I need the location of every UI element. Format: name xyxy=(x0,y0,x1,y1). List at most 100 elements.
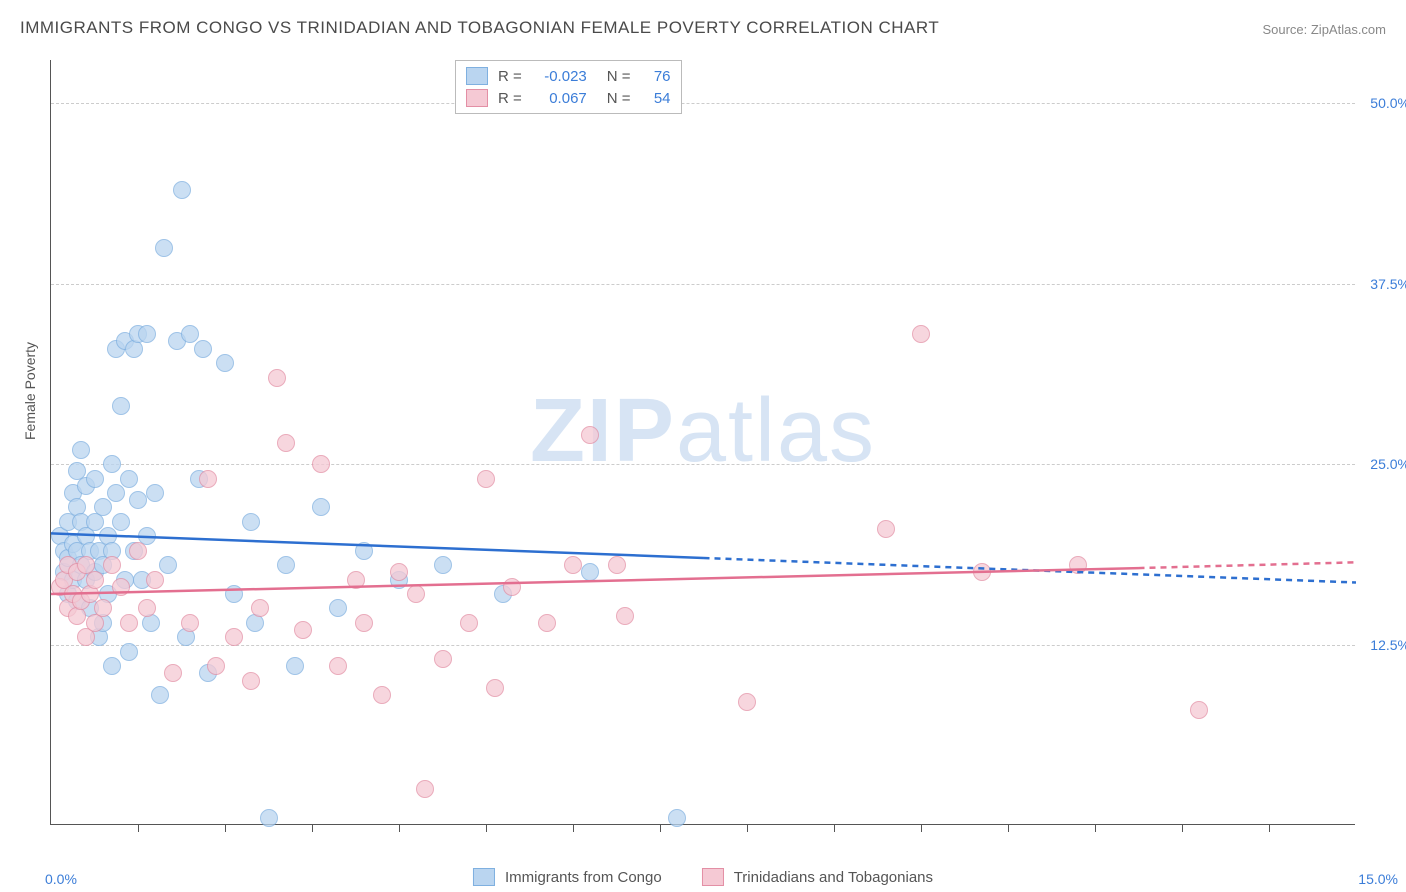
legend-item-trinidad: Trinidadians and Tobagonians xyxy=(702,868,933,886)
trendline-congo xyxy=(51,533,704,558)
data-point-congo xyxy=(390,571,408,589)
data-point-trinidad xyxy=(608,556,626,574)
legend-swatch xyxy=(466,67,488,85)
data-point-trinidad xyxy=(68,563,86,581)
data-point-congo xyxy=(86,513,104,531)
legend-swatch xyxy=(473,868,495,886)
data-point-trinidad xyxy=(355,614,373,632)
data-point-congo xyxy=(355,542,373,560)
legend-stat-row-congo: R =-0.023N =76 xyxy=(466,65,671,87)
x-tick xyxy=(1008,824,1009,832)
x-tick xyxy=(1095,824,1096,832)
data-point-congo xyxy=(138,527,156,545)
data-point-congo xyxy=(116,332,134,350)
source-link[interactable]: ZipAtlas.com xyxy=(1311,22,1386,37)
data-point-trinidad xyxy=(146,571,164,589)
data-point-trinidad xyxy=(877,520,895,538)
x-tick xyxy=(573,824,574,832)
x-tick xyxy=(312,824,313,832)
data-point-congo xyxy=(59,513,77,531)
data-point-trinidad xyxy=(81,585,99,603)
data-point-congo xyxy=(59,585,77,603)
gridline xyxy=(51,464,1355,465)
gridline xyxy=(51,103,1355,104)
data-point-trinidad xyxy=(503,578,521,596)
data-point-congo xyxy=(260,809,278,827)
legend-label: Immigrants from Congo xyxy=(505,869,662,886)
x-tick xyxy=(660,824,661,832)
data-point-congo xyxy=(99,527,117,545)
data-point-trinidad xyxy=(1069,556,1087,574)
data-point-congo xyxy=(103,542,121,560)
x-tick xyxy=(486,824,487,832)
data-point-congo xyxy=(190,470,208,488)
data-point-congo xyxy=(286,657,304,675)
data-point-congo xyxy=(125,340,143,358)
data-point-congo xyxy=(51,527,69,545)
data-point-trinidad xyxy=(164,664,182,682)
data-point-trinidad xyxy=(564,556,582,574)
data-point-trinidad xyxy=(538,614,556,632)
data-point-trinidad xyxy=(242,672,260,690)
n-label: N = xyxy=(607,90,631,107)
data-point-congo xyxy=(77,571,95,589)
data-point-trinidad xyxy=(207,657,225,675)
data-point-congo xyxy=(668,809,686,827)
data-point-trinidad xyxy=(181,614,199,632)
watermark-bold: ZIP xyxy=(530,381,676,481)
data-point-trinidad xyxy=(86,614,104,632)
data-point-congo xyxy=(133,571,151,589)
data-point-trinidad xyxy=(77,556,95,574)
data-point-congo xyxy=(59,549,77,567)
data-point-trinidad xyxy=(416,780,434,798)
data-point-congo xyxy=(64,484,82,502)
data-point-congo xyxy=(242,513,260,531)
legend-stat-row-trinidad: R =0.067N =54 xyxy=(466,87,671,109)
data-point-trinidad xyxy=(616,607,634,625)
data-point-congo xyxy=(68,498,86,516)
y-tick-label: 50.0% xyxy=(1370,95,1406,111)
data-point-congo xyxy=(77,477,95,495)
source-attribution: Source: ZipAtlas.com xyxy=(1262,22,1386,37)
n-label: N = xyxy=(607,68,631,85)
data-point-congo xyxy=(68,592,86,610)
data-point-congo xyxy=(173,181,191,199)
data-point-congo xyxy=(581,563,599,581)
data-point-congo xyxy=(116,571,134,589)
data-point-congo xyxy=(434,556,452,574)
data-point-congo xyxy=(81,542,99,560)
data-point-trinidad xyxy=(68,607,86,625)
data-point-trinidad xyxy=(51,578,69,596)
data-point-trinidad xyxy=(72,592,90,610)
x-axis-min-label: 0.0% xyxy=(45,871,77,887)
data-point-congo xyxy=(155,239,173,257)
y-axis-title: Female Poverty xyxy=(22,342,38,440)
x-tick xyxy=(1269,824,1270,832)
data-point-trinidad xyxy=(86,571,104,589)
data-point-congo xyxy=(194,340,212,358)
data-point-congo xyxy=(90,542,108,560)
data-point-congo xyxy=(216,354,234,372)
y-tick-label: 12.5% xyxy=(1370,637,1406,653)
data-point-congo xyxy=(107,340,125,358)
legend-swatch xyxy=(466,89,488,107)
data-point-trinidad xyxy=(347,571,365,589)
y-tick-label: 37.5% xyxy=(1370,276,1406,292)
data-point-trinidad xyxy=(59,556,77,574)
data-point-congo xyxy=(125,542,143,560)
data-point-trinidad xyxy=(912,325,930,343)
data-point-congo xyxy=(146,484,164,502)
legend-swatch xyxy=(702,868,724,886)
data-point-congo xyxy=(159,556,177,574)
x-tick xyxy=(225,824,226,832)
n-value: 54 xyxy=(641,90,671,107)
data-point-congo xyxy=(107,484,125,502)
chart-title: IMMIGRANTS FROM CONGO VS TRINIDADIAN AND… xyxy=(20,18,939,38)
data-point-congo xyxy=(77,527,95,545)
data-point-trinidad xyxy=(373,686,391,704)
data-point-congo xyxy=(86,470,104,488)
data-point-trinidad xyxy=(1190,701,1208,719)
data-point-trinidad xyxy=(55,571,73,589)
data-point-trinidad xyxy=(199,470,217,488)
data-point-trinidad xyxy=(94,599,112,617)
